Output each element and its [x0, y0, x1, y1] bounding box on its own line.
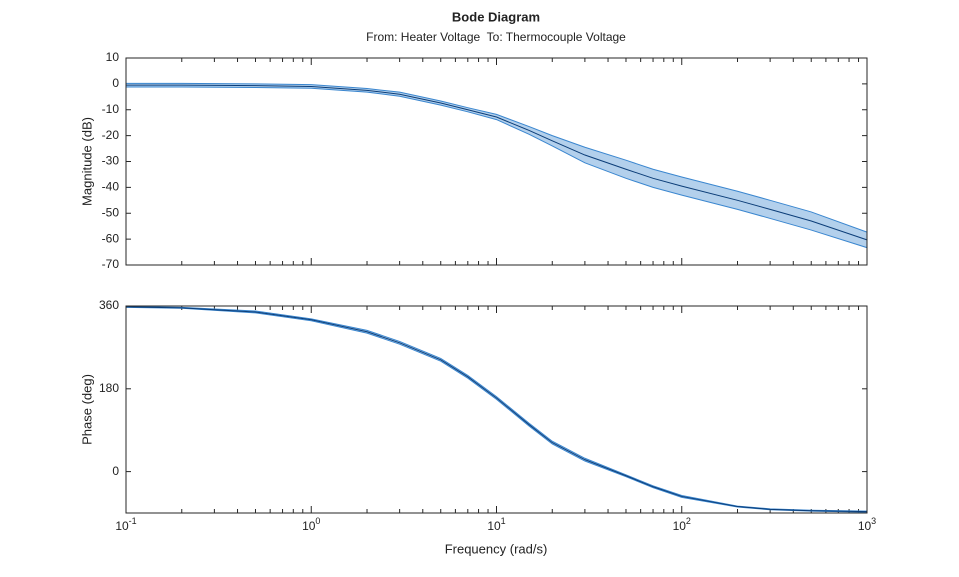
response-line	[126, 84, 868, 241]
y-axis-label: Phase (deg)	[79, 374, 94, 445]
y-tick-label: -70	[102, 257, 120, 271]
y-tick-label: 0	[112, 464, 119, 478]
chart-title: Bode Diagram	[452, 9, 540, 24]
x-tick-exponent: 3	[871, 516, 876, 526]
plot-frame	[125, 305, 868, 514]
y-tick-label: 360	[99, 298, 119, 312]
y-tick-label: -40	[102, 180, 120, 194]
y-tick-label: -30	[102, 154, 120, 168]
y-axis-label: Magnitude (dB)	[79, 117, 94, 206]
plot-frame	[125, 57, 868, 266]
y-tick-label: 180	[99, 381, 119, 395]
y-tick-label: -50	[102, 205, 120, 219]
response-line	[125, 306, 868, 513]
y-tick-label: 0	[112, 76, 119, 90]
x-tick-exponent: -1	[129, 516, 137, 526]
x-axis-label: Frequency (rad/s)	[445, 541, 548, 556]
y-tick-label: -60	[102, 231, 120, 245]
y-tick-label: -20	[102, 128, 120, 142]
y-tick-label: -10	[102, 102, 120, 116]
y-tick-label: 10	[106, 50, 120, 64]
x-tick-exponent: 0	[315, 516, 320, 526]
chart-subtitle: From: Heater Voltage To: Thermocouple Vo…	[366, 30, 626, 44]
x-tick-exponent: 1	[501, 516, 506, 526]
x-tick-exponent: 2	[686, 516, 691, 526]
